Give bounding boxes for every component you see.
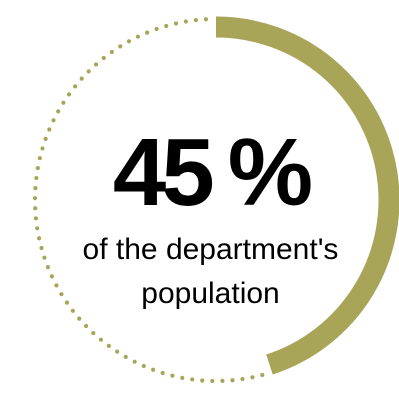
ring-dot [77, 316, 82, 321]
stat-number: 45 [112, 119, 215, 226]
ring-dot [83, 323, 89, 329]
ring-dot [73, 84, 78, 89]
ring-dot [126, 39, 132, 44]
ring-dot [51, 118, 56, 123]
ring-dot [91, 330, 96, 336]
ring-dot [35, 165, 40, 171]
ring-dot [33, 206, 38, 211]
ring-dot [135, 34, 141, 39]
ring-dot [56, 109, 61, 114]
ring-dot [200, 378, 205, 383]
ring-dot [230, 378, 235, 383]
ring-dot [193, 18, 198, 23]
ring-dot [260, 372, 265, 378]
ring-dot [106, 343, 111, 348]
ring-dot [47, 127, 52, 132]
ring-dot [35, 226, 40, 231]
ring-dot [173, 21, 179, 26]
ring-dot [33, 185, 38, 191]
ring-dot [40, 146, 45, 151]
ring-dot [210, 378, 215, 384]
ring-dot [93, 62, 99, 67]
ring-dot [39, 245, 44, 251]
ring-dot [190, 377, 195, 382]
ring-remainder-dots [32, 17, 265, 384]
ring-dot [109, 49, 114, 55]
ring-dot [160, 370, 165, 376]
ring-dot [123, 354, 128, 359]
stat-value: 45% [24, 118, 397, 228]
ring-dot [36, 236, 42, 241]
ring-dot [34, 175, 39, 181]
ring-dot [151, 367, 156, 372]
ring-dot [32, 196, 38, 201]
ring-dot [42, 255, 47, 260]
ring-dot [250, 375, 255, 380]
ring-dot [203, 17, 209, 22]
stat-caption-line-1: of the department's [82, 233, 339, 266]
ring-dot [43, 136, 48, 141]
ring-dot [180, 375, 185, 380]
ring-dot [86, 69, 91, 74]
ring-dot [220, 378, 225, 383]
ring-dot [37, 156, 42, 161]
ring-dot [101, 55, 106, 61]
ring-dot [183, 19, 188, 24]
ring-dot [45, 265, 51, 270]
ring-dot [98, 337, 104, 342]
ring-dot [154, 26, 159, 32]
ring-dot [54, 283, 59, 288]
ring-dot [64, 300, 70, 305]
ring-dot [240, 376, 245, 382]
ring-dot [61, 100, 66, 105]
stat-caption: of the department's population [24, 228, 397, 316]
stat-unit: % [227, 119, 313, 226]
ring-dot [49, 274, 55, 279]
ring-dot [59, 292, 64, 297]
ring-dot [115, 349, 120, 354]
ring-dot [132, 359, 137, 364]
stat-caption-line-2: population [141, 277, 280, 310]
ring-dot [170, 373, 175, 378]
ring-dot [33, 216, 39, 221]
ring-dot [118, 44, 123, 49]
ring-dot [70, 308, 75, 313]
ring-dot [66, 92, 72, 97]
ring-dot [141, 363, 146, 369]
ring-dot [164, 23, 169, 29]
ring-progress-arc [215, 16, 399, 375]
ring-dot [145, 30, 150, 35]
ring-dot [79, 76, 84, 81]
